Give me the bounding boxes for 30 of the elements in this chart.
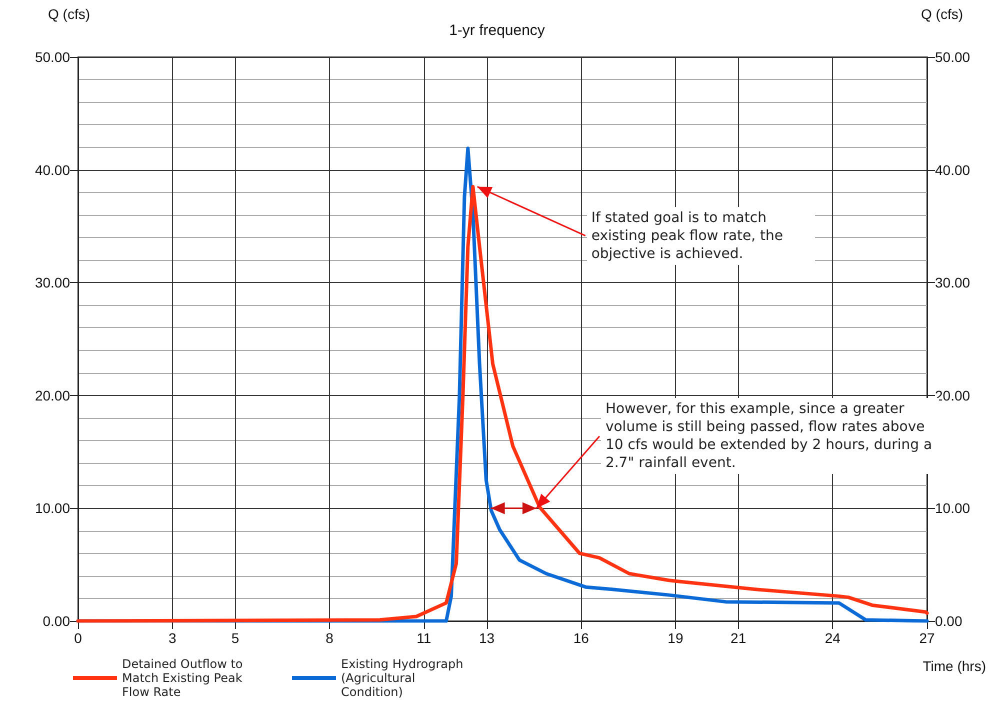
y2-tick-label: 0.00 <box>935 613 962 629</box>
x-tick-label: 19 <box>668 630 684 646</box>
y2-tick-label: 40.00 <box>935 162 970 178</box>
y-tick-label: 50.00 <box>34 49 70 65</box>
y-tick-label: 10.00 <box>34 500 70 516</box>
legend-label: Detained Outflow to Match Existing Peak Flow Rate <box>122 657 247 699</box>
x-tick-label: 24 <box>824 630 841 646</box>
y2-tick-label: 10.00 <box>935 500 970 516</box>
x-tick-label: 13 <box>478 630 495 646</box>
x-tick-label: 21 <box>730 630 746 646</box>
y-tick-label: 40.00 <box>34 162 70 178</box>
y-axis-title: Q (cfs) <box>48 6 90 22</box>
y-tick-label: 20.00 <box>34 387 70 404</box>
chart-title: 1-yr frequency <box>449 22 546 39</box>
x-tick-label: 16 <box>573 630 590 646</box>
annotation: If stated goal is to match existing peak flow rate, the objective is achieved. <box>587 206 816 265</box>
y-tick-label: 0.00 <box>42 613 70 629</box>
y2-tick-label: 50.00 <box>935 49 970 65</box>
x-tick-label: 8 <box>326 630 334 646</box>
x-tick-label: 0 <box>74 630 82 646</box>
legend-label: Existing Hydrograph (Agricultural Condition) <box>341 657 468 699</box>
y2-tick-label: 30.00 <box>935 274 970 291</box>
x-axis-title: Time (hrs) <box>922 658 986 674</box>
x-tick-label: 3 <box>168 630 176 646</box>
x-tick-label: 5 <box>231 630 240 646</box>
y2-axis-title: Q (cfs) <box>921 6 963 22</box>
annotation: However, for this example, since a greater volume is still being passed, flow rates above 10 cfs would be extended by 2 hours, during a 2.7" rainfall event. <box>605 401 932 472</box>
x-tick-label: 27 <box>919 630 935 646</box>
y-tick-label: 30.00 <box>34 274 70 291</box>
x-tick-label: 11 <box>416 630 432 646</box>
